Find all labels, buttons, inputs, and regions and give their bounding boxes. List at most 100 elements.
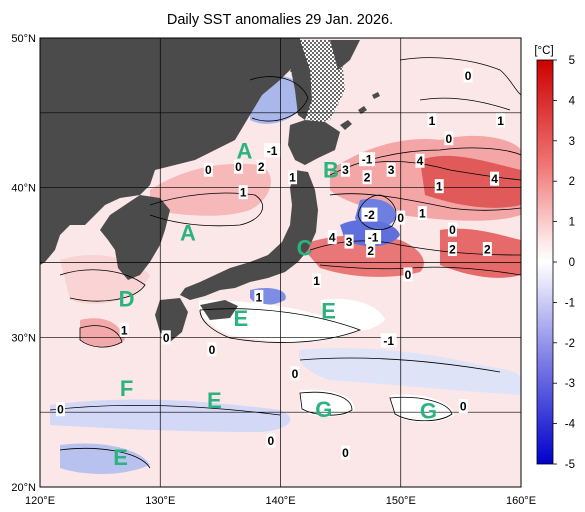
cool-patch-subtropic	[298, 348, 521, 395]
contour-label: -2	[364, 208, 375, 222]
colorbar-tick-label: -5	[565, 459, 575, 471]
colorbar-tick-label: -1	[565, 297, 575, 309]
contour-label: 0	[446, 132, 453, 146]
contour-label-box	[386, 162, 396, 177]
kamchatka-tip	[330, 40, 360, 70]
region-label: G	[315, 397, 332, 422]
shikoku	[200, 300, 238, 320]
map-frame	[39, 37, 522, 488]
contour-label: 2	[367, 244, 374, 258]
anomaly-contours	[49, 57, 521, 469]
contour-label-box	[415, 153, 425, 168]
region-label: E	[321, 298, 336, 323]
contour-label-box	[380, 333, 397, 348]
contour-label-box	[359, 152, 376, 167]
contour-label-box	[458, 399, 468, 414]
contour-line	[329, 147, 521, 176]
hokkaido	[288, 120, 340, 165]
contour-label: -1	[362, 153, 373, 167]
contour-label-box	[417, 206, 427, 221]
contour-line	[59, 269, 146, 302]
contour-line	[359, 161, 521, 181]
contour-label: 1	[313, 274, 320, 288]
contour-line	[299, 391, 353, 416]
contour-line	[419, 97, 511, 111]
contour-label: 0	[449, 223, 456, 237]
contour-label: 0	[205, 163, 212, 177]
white-patch-g	[390, 394, 455, 423]
contour-label: 0	[292, 367, 299, 381]
region-labels: A A B C D E E E F E G G	[113, 138, 437, 470]
contour-line	[49, 405, 281, 416]
lat-tick-label: 50°N	[11, 33, 36, 45]
region-label: E	[113, 445, 128, 470]
contour-label: 0	[342, 446, 349, 460]
contour-label-box	[496, 113, 506, 128]
colorbar-tick-label: 0	[569, 257, 575, 269]
warm-patch-off-sanriku	[300, 235, 424, 277]
contour-label: 1	[121, 323, 128, 337]
contour-label-box	[344, 234, 354, 249]
lon-tick-label: 120°E	[25, 495, 55, 507]
region-label: E	[207, 388, 222, 413]
lat-tick-label: 30°N	[11, 332, 36, 344]
contour-label-box	[233, 159, 243, 174]
warm-patch-d	[80, 318, 125, 347]
colorbar-tick-label: -3	[565, 378, 575, 390]
colorbar-tick-label: 2	[569, 176, 575, 188]
honshu	[180, 170, 318, 300]
asia-mainland	[40, 38, 300, 265]
contour-label-box	[256, 159, 266, 174]
colorbar-ticks: 5 4 3 2 1 0 -1 -2 -3 -4 -5	[553, 55, 576, 471]
contour-label-box	[264, 143, 281, 158]
colorbar-unit: [°C]	[534, 45, 553, 57]
contour-label: 1	[436, 180, 443, 194]
warm-patch-strong-east-2	[440, 228, 521, 278]
contour-line	[149, 192, 264, 227]
contour-label: 0	[397, 211, 404, 225]
lat-tick-label: 20°N	[11, 482, 36, 494]
contour-label-box	[340, 162, 350, 177]
contour-label: 4	[417, 154, 424, 168]
contour-label: 0	[465, 69, 472, 83]
contour-label: 1	[289, 171, 296, 185]
land	[40, 38, 380, 342]
lon-tick-label: 140°E	[265, 495, 295, 507]
map-title: Daily SST anomalies 29 Jan. 2026.	[166, 12, 394, 28]
colorbar-tick-label: 1	[569, 217, 575, 229]
contour-label-box	[427, 113, 437, 128]
contour-label: 4	[329, 231, 336, 245]
contour-label: 3	[342, 163, 349, 177]
contour-label: 0	[405, 268, 412, 282]
contour-label: 0	[460, 400, 467, 414]
white-patch-e	[320, 298, 385, 332]
contour-line	[399, 57, 521, 96]
contour-label-box	[362, 170, 372, 185]
region-label: F	[120, 376, 133, 401]
contour-label: 1	[429, 114, 436, 128]
contour-line	[299, 357, 501, 373]
region-label: A	[180, 221, 196, 246]
colorbar-tick-label: -4	[565, 419, 576, 431]
contour-label: 0	[268, 434, 275, 448]
contour-label-box	[55, 402, 65, 417]
contour-label: 1	[240, 186, 247, 200]
lat-tick-label: 40°N	[11, 183, 36, 195]
warm-patch-japan-sea	[150, 163, 271, 216]
contour-label-box	[119, 322, 129, 337]
region-label: B	[323, 158, 339, 183]
contour-label: 2	[449, 243, 456, 257]
contour-label-box	[444, 131, 454, 146]
contour-label-box	[463, 68, 473, 83]
contour-label-box	[266, 433, 276, 448]
contour-line	[249, 76, 309, 122]
colorbar: [°C] 5 4 3 2 1 0 -1 -2 -3 -4 -5	[534, 45, 575, 471]
contour-label: 1	[419, 207, 426, 221]
colorbar-scale	[536, 59, 554, 465]
lon-tick-label: 130°E	[145, 495, 175, 507]
contour-label-box	[161, 330, 171, 345]
contour-label: 3	[346, 235, 353, 249]
contour-label: 0	[163, 331, 170, 345]
contour-label: -1	[368, 231, 379, 245]
